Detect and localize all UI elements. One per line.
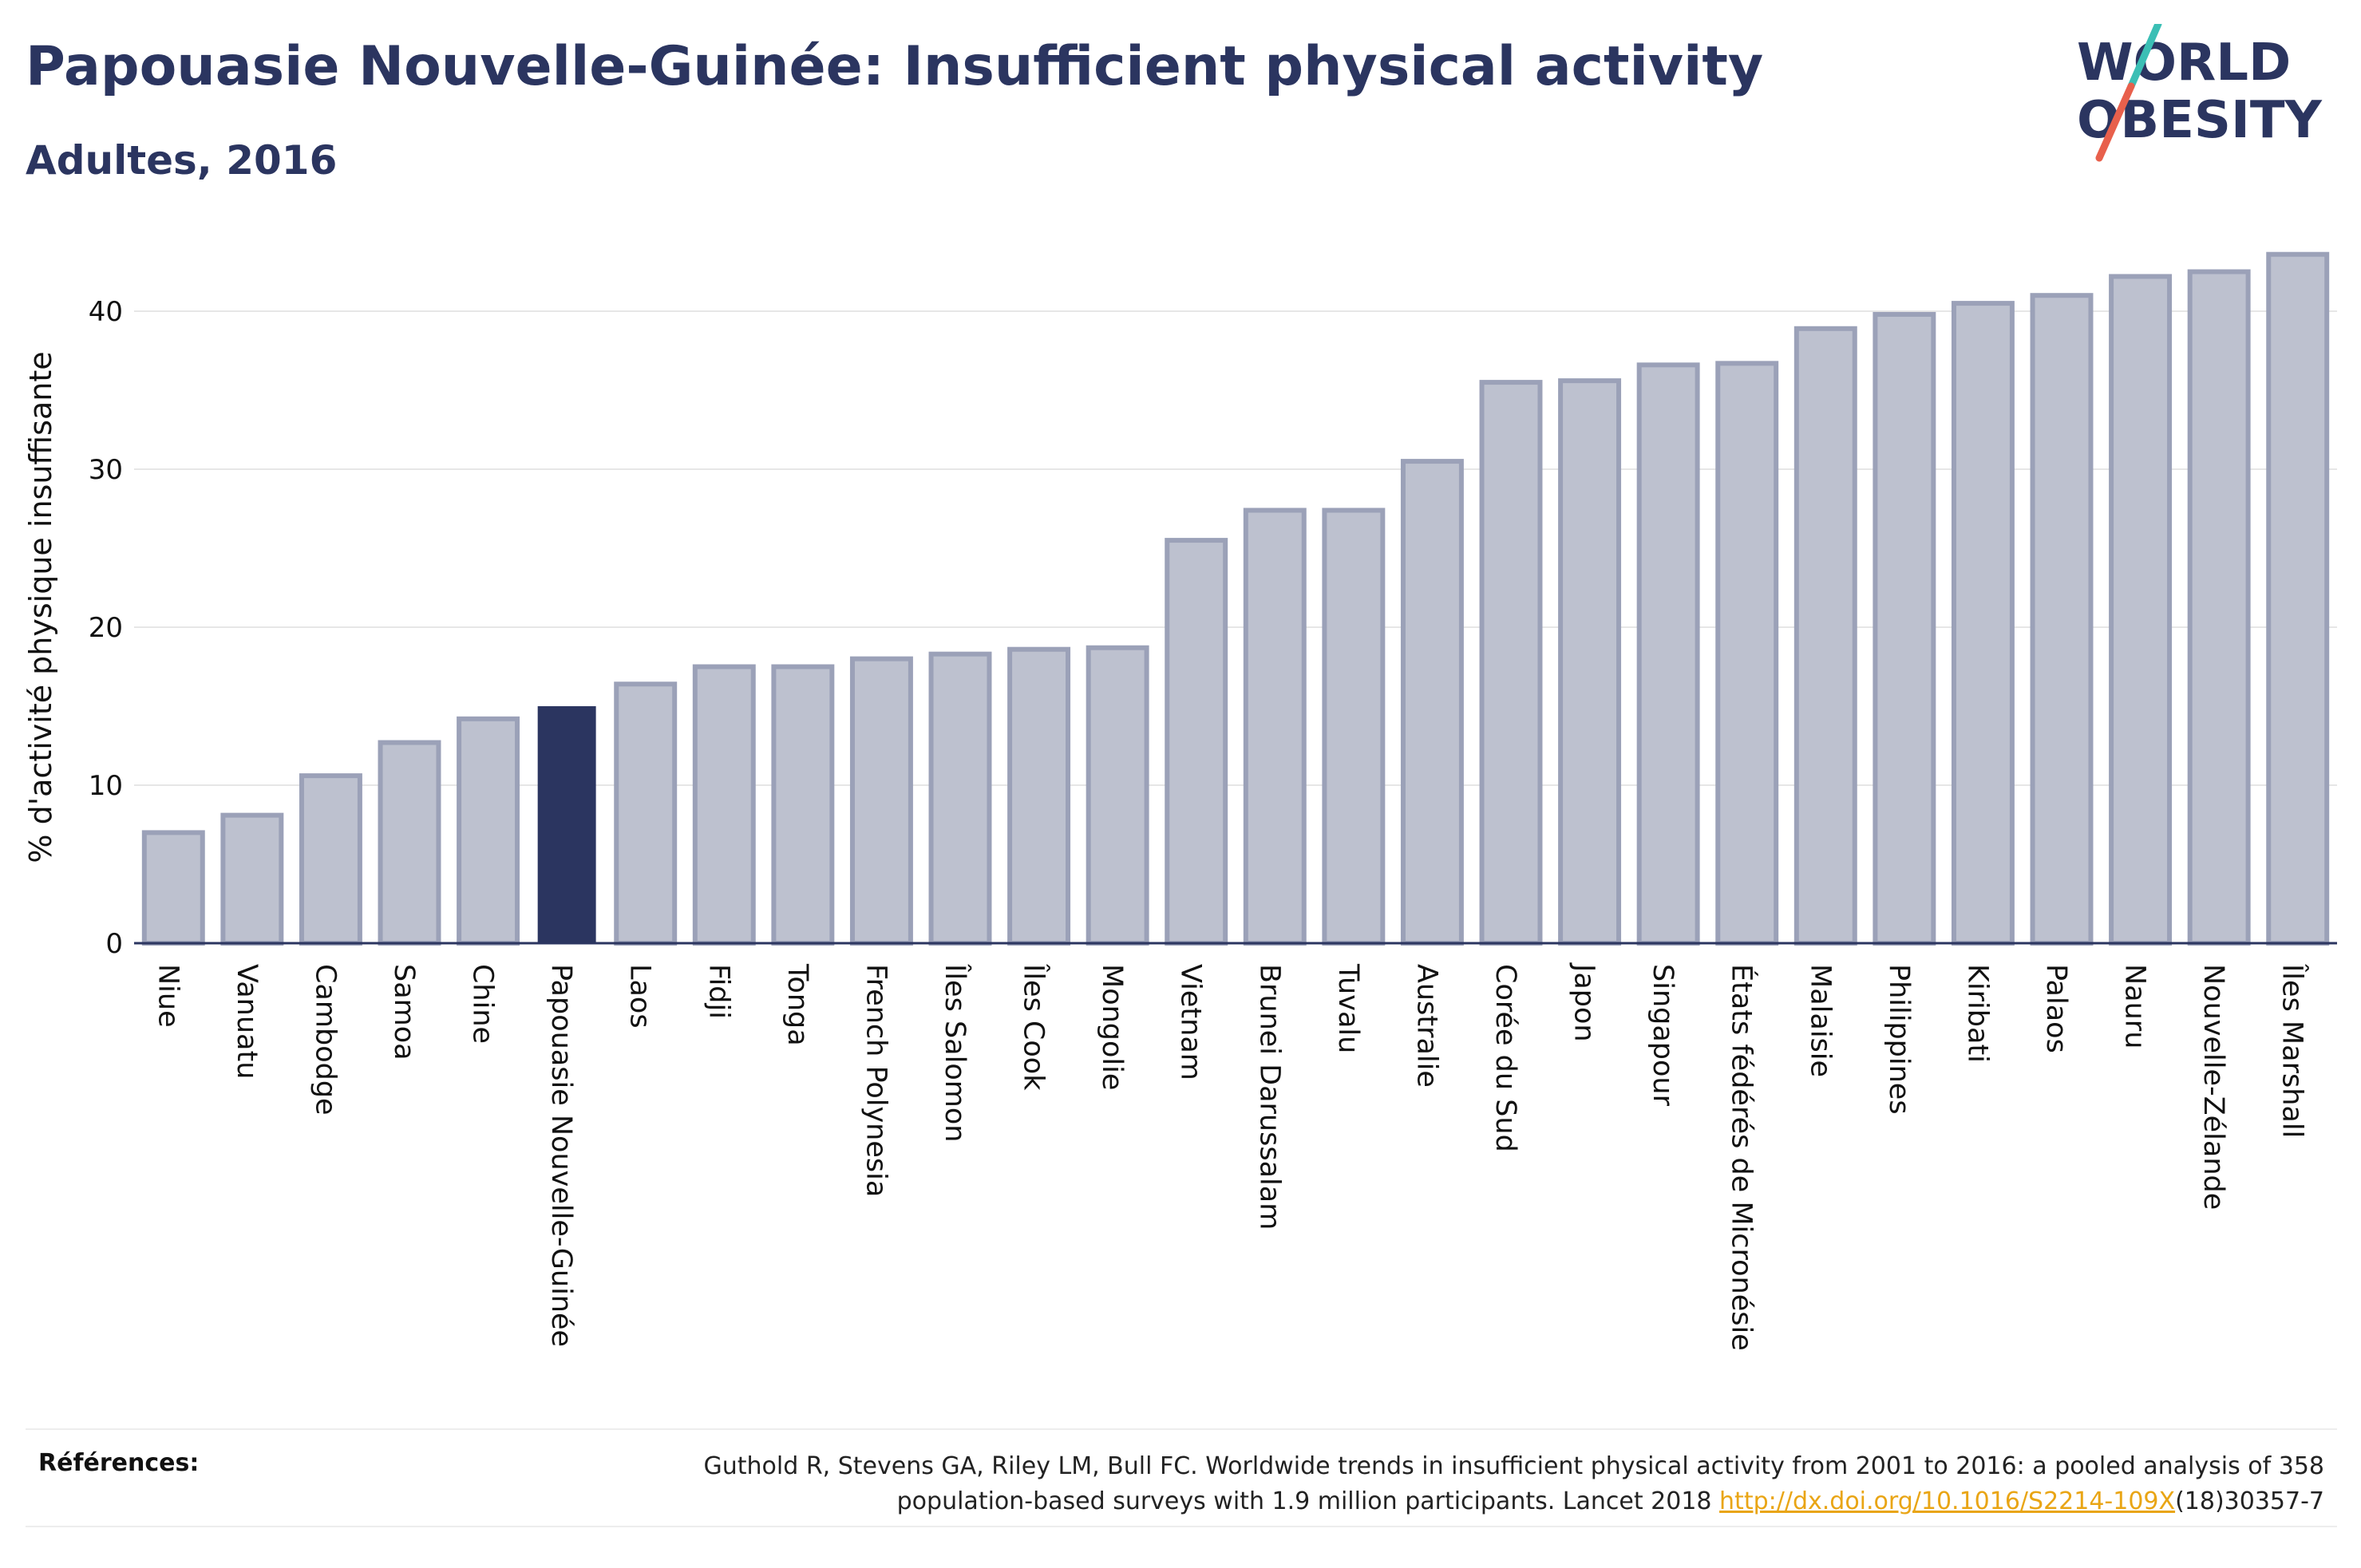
bar — [1165, 538, 1228, 946]
x-tick-label: Malaisie — [1804, 964, 1836, 1077]
x-tick-label: Nouvelle-Zélande — [2197, 964, 2229, 1210]
references-link[interactable]: http://dx.doi.org/10.1016/S2214-109X — [1719, 1487, 2176, 1515]
bar — [1400, 459, 1464, 946]
x-tick-label: Îles Cook — [1018, 963, 1051, 1091]
y-axis-label: % d'activité physique insuffisante — [23, 351, 58, 863]
logo-slash-coral — [2095, 82, 2135, 162]
bottom-divider — [26, 1526, 2337, 1527]
bar — [537, 706, 596, 943]
y-tick-label: 20 — [89, 612, 123, 644]
y-tick-label: 40 — [89, 296, 123, 328]
y-tick-label: 0 — [105, 928, 123, 960]
bar — [1322, 508, 1386, 946]
x-tick-label: Australie — [1410, 964, 1442, 1088]
bar — [1086, 645, 1149, 946]
references-label: Références: — [38, 1449, 200, 1477]
x-tick-label: French Polynesia — [860, 964, 892, 1197]
references-citation: Guthold R, Stevens GA, Riley LM, Bull FC… — [703, 1452, 2324, 1515]
bar — [220, 812, 284, 946]
x-tick-label: Samoa — [388, 964, 420, 1060]
x-tick-label: Tuvalu — [1332, 963, 1364, 1053]
logo-slash-teal — [2127, 24, 2162, 90]
bar — [457, 716, 520, 946]
x-tick-label: Brunei Darussalam — [1253, 964, 1285, 1230]
top-divider — [26, 1428, 2337, 1430]
x-tick-label: Cambodge — [309, 964, 341, 1116]
bar — [2187, 269, 2251, 946]
x-tick-label: Vanuatu — [231, 964, 263, 1079]
x-tick-label: Fidji — [702, 964, 734, 1019]
bar — [299, 773, 362, 946]
bar — [1558, 378, 1622, 946]
bar — [2109, 274, 2173, 946]
bar — [141, 830, 205, 946]
x-tick-label: États fédérés de Micronésie — [1726, 964, 1759, 1351]
x-tick-label: Laos — [624, 964, 656, 1029]
bar — [928, 651, 992, 946]
x-tick-label: Corée du Sud — [1489, 964, 1521, 1152]
bar — [1636, 362, 1700, 946]
bar — [1007, 646, 1071, 946]
bar — [2266, 251, 2330, 946]
bar — [692, 664, 756, 946]
x-tick-label: Kiribati — [1961, 964, 1993, 1063]
labels: 0 10 20 30 40 Niue Vanuatu Cambodge Samoa Chine Pa… — [23, 296, 2310, 1351]
bar — [2030, 293, 2094, 946]
x-tick-label: Palaos — [2040, 964, 2072, 1053]
x-tick-label: Philippines — [1883, 964, 1915, 1115]
x-tick-label: Îles Marshall — [2276, 963, 2310, 1138]
bar — [1951, 301, 2015, 946]
x-tick-label: Nauru — [2119, 964, 2151, 1049]
bars — [141, 251, 2330, 946]
x-tick-label: Îles Salomon — [939, 963, 972, 1142]
world-obesity-logo: WORLD OBESITY — [2077, 24, 2322, 162]
chart-title: Papouasie Nouvelle-Guinée: Insufficient … — [26, 35, 1764, 98]
x-tick-label: Chine — [467, 964, 499, 1044]
bar — [614, 681, 678, 946]
bar — [378, 740, 441, 946]
x-tick-label: Vietnam — [1175, 964, 1207, 1080]
bar — [1479, 380, 1543, 946]
x-tick-label: Papouasie Nouvelle-Guinée — [545, 964, 577, 1347]
y-tick-label: 30 — [89, 454, 123, 486]
x-tick-label: Niue — [152, 964, 184, 1028]
logo-text-world: WORLD — [2077, 34, 2291, 93]
x-tick-label: Tonga — [781, 963, 813, 1046]
bar — [1243, 508, 1307, 946]
references-citation-end: (18)30357-7 — [2175, 1487, 2324, 1515]
x-tick-label: Mongolie — [1096, 964, 1128, 1090]
y-tick-label: 10 — [89, 770, 123, 802]
x-tick-label: Japon — [1568, 962, 1600, 1042]
references-text: Guthold R, Stevens GA, Riley LM, Bull FC… — [568, 1449, 2324, 1519]
bar — [1873, 311, 1936, 946]
bar — [1793, 326, 1857, 946]
bar — [771, 664, 835, 946]
bar — [849, 656, 913, 946]
chart-subtitle: Adultes, 2016 — [26, 137, 338, 184]
x-tick-label: Singapour — [1647, 964, 1679, 1107]
bar — [1715, 361, 1779, 946]
